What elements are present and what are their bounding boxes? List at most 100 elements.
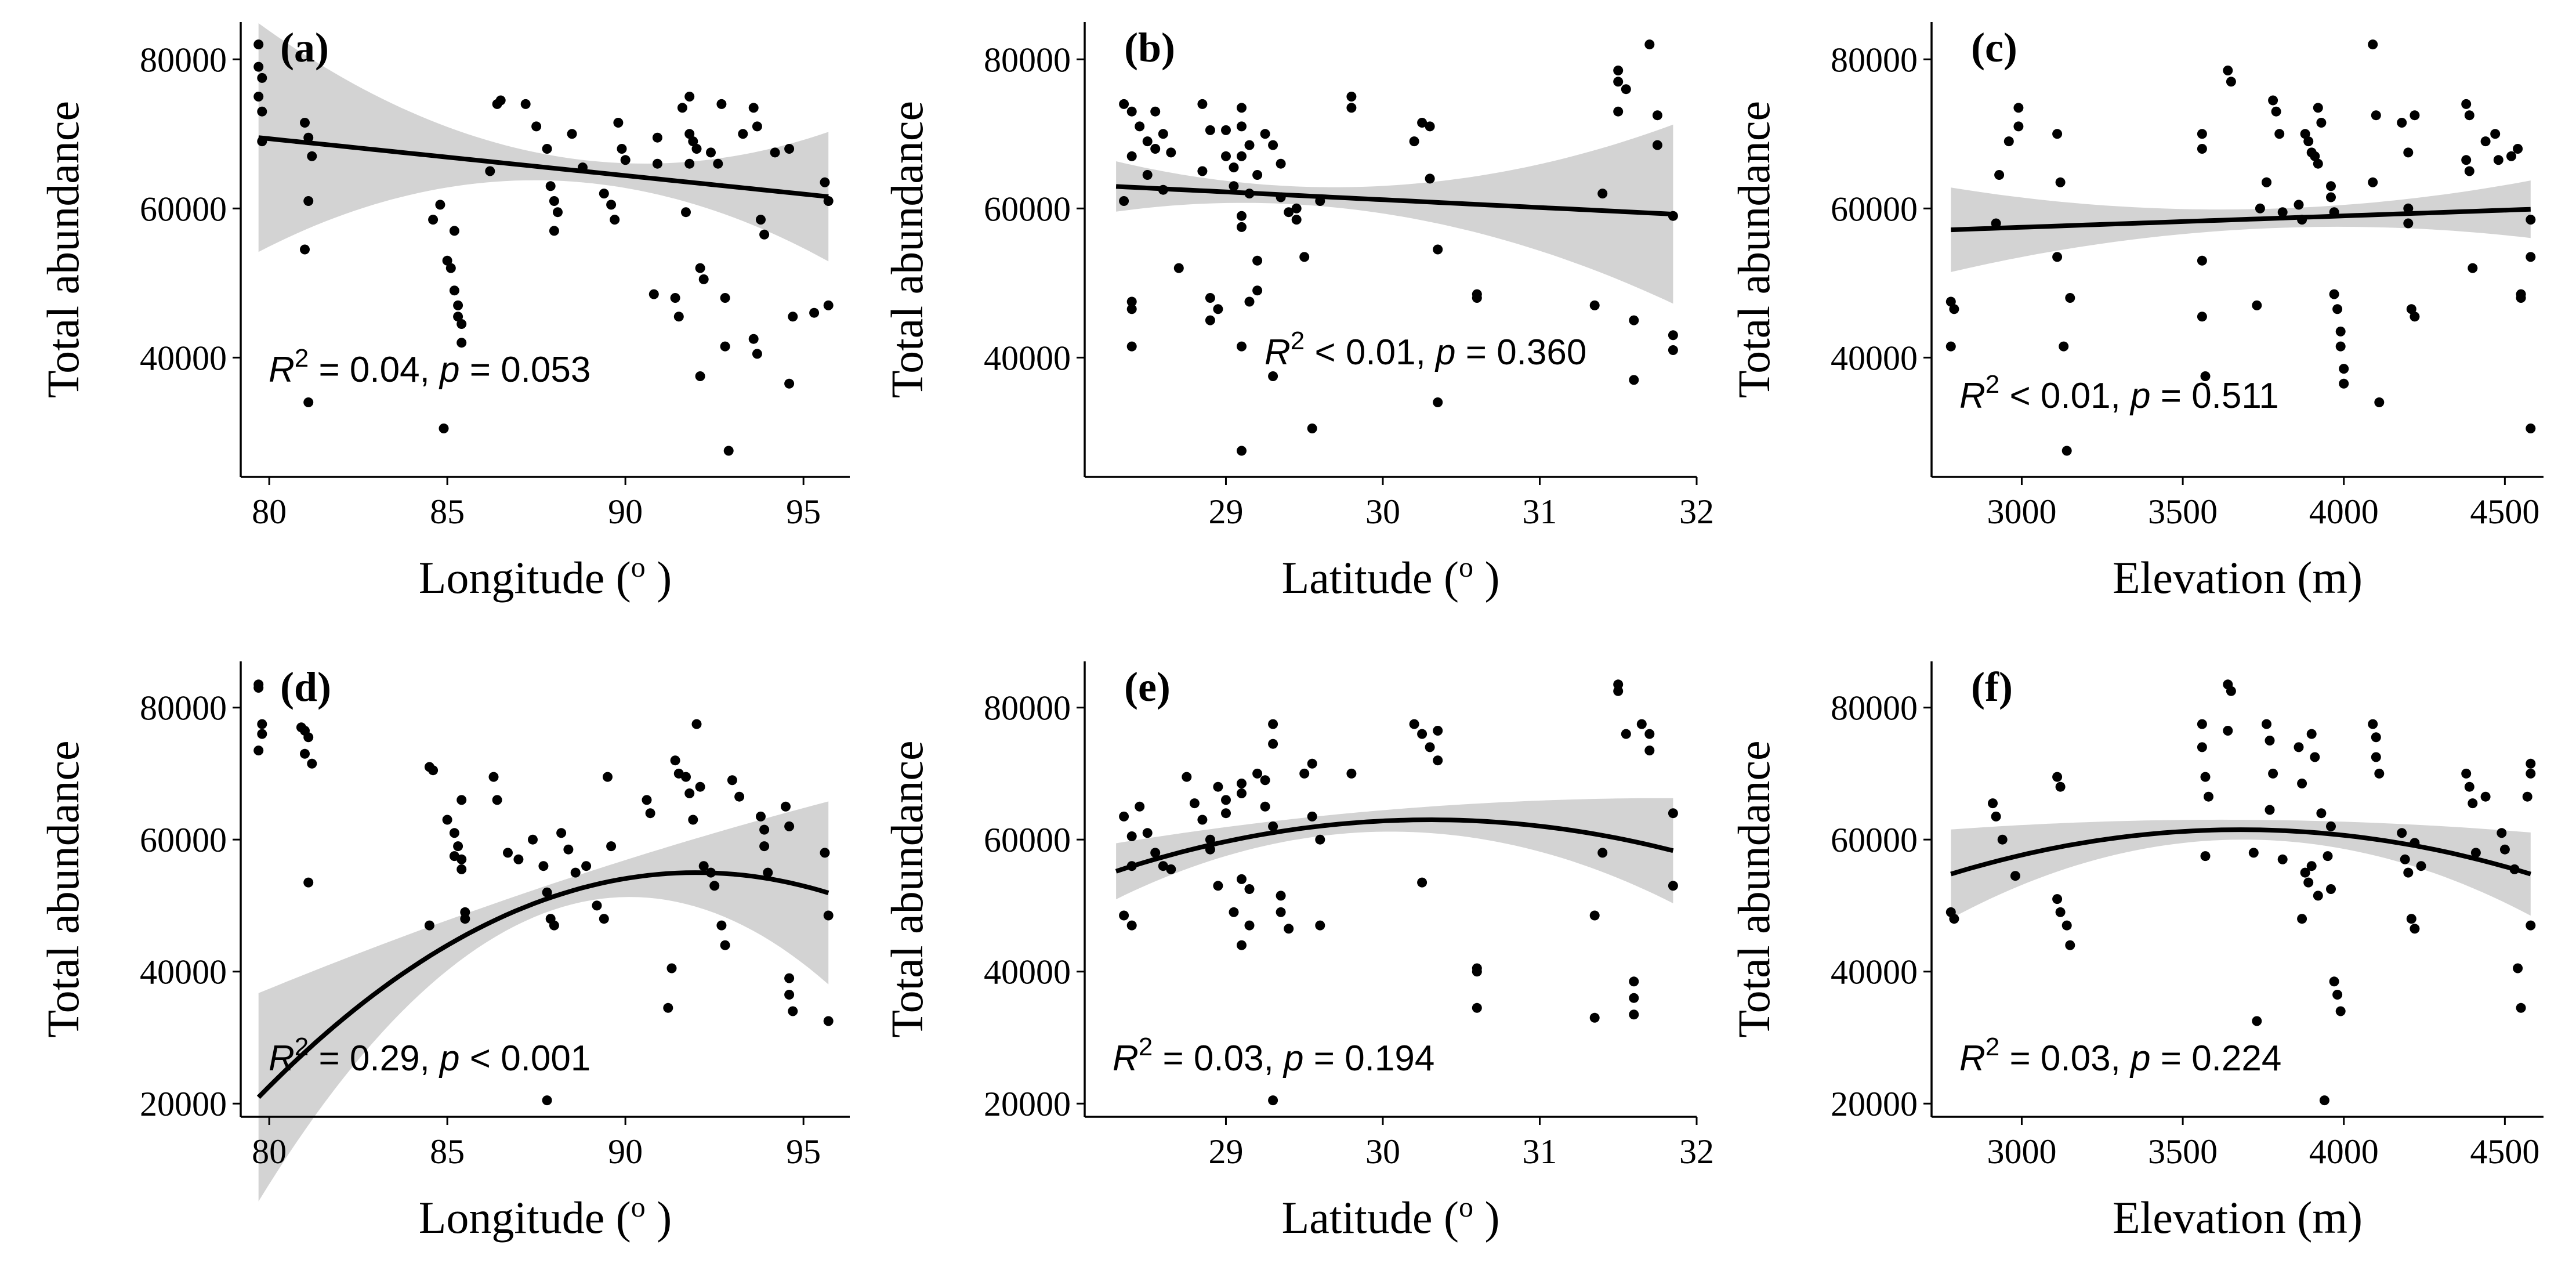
data-point: [1260, 775, 1270, 786]
data-point: [2335, 326, 2346, 336]
data-point: [1166, 147, 1176, 158]
data-point: [1284, 207, 1294, 218]
data-point: [684, 129, 695, 139]
data-point: [2416, 861, 2426, 871]
data-point: [759, 824, 770, 835]
data-point: [1589, 300, 1600, 310]
data-point: [1237, 874, 1247, 884]
panel-label: (c): [1971, 24, 2017, 71]
data-point: [1668, 808, 1678, 819]
data-point: [1237, 103, 1247, 113]
data-point: [2371, 732, 2381, 743]
data-point: [2248, 848, 2259, 858]
x-tick-label: 3500: [2148, 493, 2218, 531]
data-point: [538, 861, 549, 871]
data-point: [1244, 296, 1255, 307]
data-point: [603, 772, 613, 782]
data-point: [542, 887, 552, 898]
data-point: [1119, 811, 1129, 822]
data-point: [1119, 196, 1129, 206]
fit-line: [1115, 184, 1673, 217]
x-tick-label: 32: [1679, 1132, 1714, 1171]
data-point: [592, 900, 602, 911]
data-point: [2197, 742, 2207, 752]
data-point: [424, 920, 434, 931]
data-point: [2406, 304, 2416, 314]
data-point: [2319, 1095, 2329, 1106]
x-axis-title: Longitude (o ): [419, 551, 672, 603]
data-point: [606, 200, 617, 210]
panel-c: 3000 3500 4000 4500 40000 60000 80000 Elevation…: [1729, 22, 2544, 603]
data-point: [2468, 263, 2478, 273]
data-point: [2368, 719, 2378, 729]
data-point: [2055, 781, 2066, 792]
x-tick-label: 3000: [1987, 493, 2056, 531]
data-point: [713, 158, 723, 169]
data-point: [1644, 746, 1655, 756]
stats-annotation: R2 = 0.04, p = 0.053: [269, 344, 590, 390]
data-point: [1229, 181, 1239, 191]
data-point: [1409, 719, 1419, 729]
x-tick-label: 32: [1679, 493, 1714, 531]
data-point: [1237, 151, 1247, 161]
fit-line: [258, 135, 829, 199]
x-tick-label: 95: [786, 493, 821, 531]
y-axis-title: Total abundance: [38, 101, 88, 398]
data-point: [2013, 121, 2024, 132]
data-point: [2197, 312, 2207, 322]
data-point: [1268, 140, 1278, 150]
data-point: [677, 103, 687, 113]
data-point: [2403, 218, 2414, 229]
data-point: [820, 177, 830, 187]
data-point: [257, 719, 267, 729]
data-point: [1949, 304, 1959, 314]
data-point: [716, 920, 727, 931]
data-point: [1997, 834, 2008, 845]
data-point: [303, 397, 314, 407]
data-point: [684, 92, 695, 102]
data-point: [2226, 77, 2236, 87]
data-point: [688, 136, 698, 147]
data-point: [1221, 151, 1231, 161]
data-point: [2061, 920, 2072, 931]
x-tick-label: 30: [1365, 1132, 1400, 1171]
data-point: [666, 963, 677, 974]
data-point: [456, 795, 467, 805]
panel-label: (d): [280, 664, 331, 710]
data-point: [1597, 189, 1608, 199]
y-tick-label: 80000: [140, 689, 227, 728]
data-point: [1229, 907, 1239, 917]
data-point: [2406, 914, 2416, 924]
data-point: [307, 758, 317, 769]
data-point: [1425, 742, 1435, 752]
data-point: [1276, 907, 1286, 917]
data-point: [770, 147, 780, 158]
data-point: [1636, 719, 1647, 729]
data-point: [2468, 798, 2478, 809]
data-point: [1158, 129, 1168, 139]
data-point: [2303, 877, 2314, 888]
confidence-band: [1951, 819, 2531, 919]
data-point: [2516, 1003, 2526, 1013]
data-point: [1142, 828, 1153, 838]
data-point: [1621, 729, 1631, 739]
data-point: [300, 244, 310, 255]
data-point: [542, 1095, 552, 1106]
y-tick-label: 80000: [984, 41, 1071, 79]
y-axis-title: Total abundance: [882, 101, 932, 398]
data-point: [485, 166, 495, 176]
data-point: [2526, 768, 2536, 779]
panel-a: 80 85 90 95 40000 60000 80000 Longitude (o ) Tot…: [38, 22, 850, 603]
data-point: [1119, 99, 1129, 109]
data-point: [2326, 192, 2336, 202]
data-point: [2306, 729, 2317, 739]
data-point: [2397, 828, 2407, 838]
data-point: [820, 848, 830, 858]
data-point: [456, 319, 467, 329]
data-point: [503, 848, 513, 858]
data-point: [784, 378, 795, 389]
data-point: [1135, 121, 1145, 132]
data-point: [2464, 781, 2474, 792]
data-point: [2371, 110, 2381, 121]
data-point: [1173, 263, 1184, 273]
